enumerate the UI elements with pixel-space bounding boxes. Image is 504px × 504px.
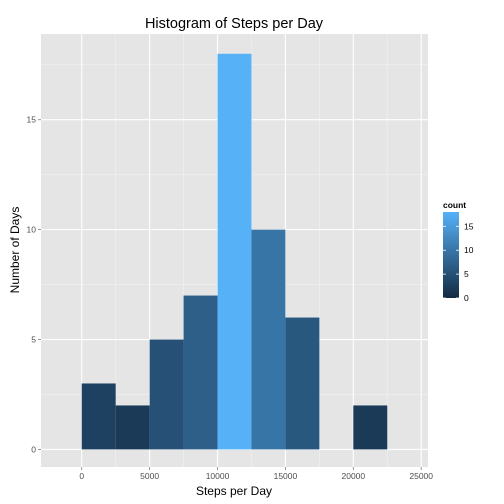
histogram-bars xyxy=(81,53,388,450)
histogram-bar xyxy=(183,295,218,450)
histogram-bar xyxy=(251,229,286,450)
chart-title: Histogram of Steps per Day xyxy=(145,16,324,32)
histogram-bar xyxy=(353,405,388,450)
x-axis-title: Steps per Day xyxy=(196,484,272,498)
x-tick-label: 25000 xyxy=(409,471,433,481)
histogram-bar xyxy=(115,405,150,450)
x-tick-label: 0 xyxy=(79,471,84,481)
x-axis-ticks: 0 5000 10000 15000 20000 25000 xyxy=(79,467,433,481)
x-tick-label: 20000 xyxy=(341,471,365,481)
y-tick-label: 10 xyxy=(27,225,37,235)
x-tick-label: 5000 xyxy=(140,471,159,481)
legend-title: count xyxy=(443,200,466,210)
y-axis-ticks: 0 5 10 15 xyxy=(27,115,41,454)
count-legend: count 0 5 10 15 xyxy=(443,200,474,303)
legend-ticks: 0 5 10 15 xyxy=(443,221,474,303)
histogram-bar xyxy=(217,53,252,450)
histogram-bar xyxy=(149,339,184,450)
histogram-bar xyxy=(285,317,320,450)
histogram-bar xyxy=(81,383,116,450)
y-axis-title: Number of Days xyxy=(8,207,22,294)
legend-colorbar xyxy=(443,212,459,298)
y-tick-label: 0 xyxy=(31,444,36,454)
y-tick-label: 15 xyxy=(27,115,37,125)
x-tick-label: 15000 xyxy=(274,471,298,481)
legend-tick-label: 10 xyxy=(464,245,474,255)
legend-tick-label: 15 xyxy=(464,221,474,231)
y-tick-label: 5 xyxy=(31,335,36,345)
legend-tick-label: 5 xyxy=(464,269,469,279)
x-tick-label: 10000 xyxy=(206,471,230,481)
legend-tick-label: 0 xyxy=(464,293,469,303)
